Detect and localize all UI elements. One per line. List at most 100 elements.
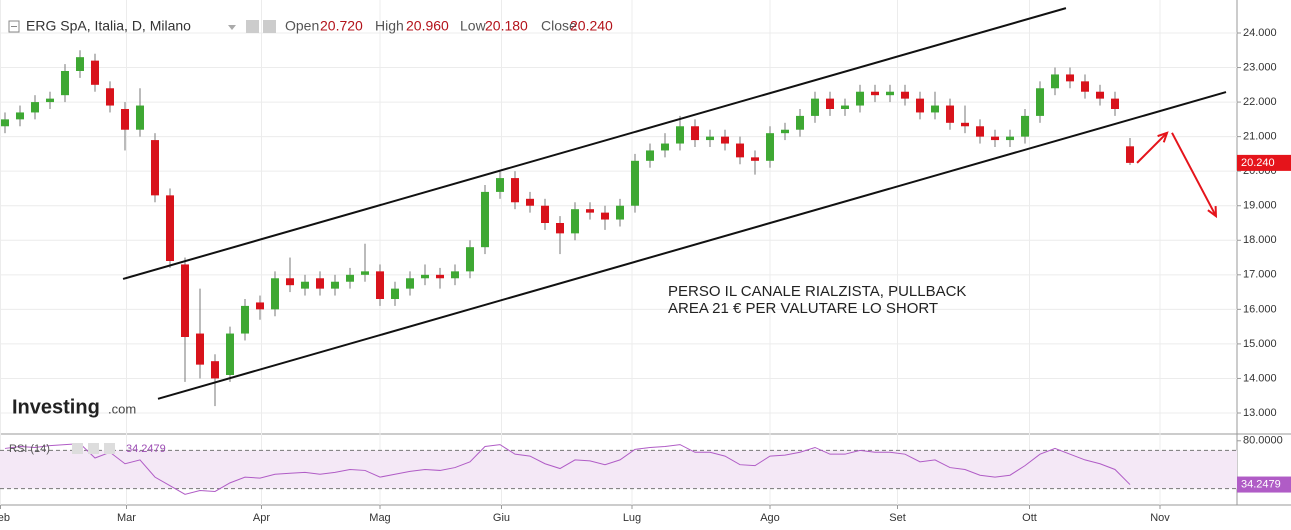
candle-body — [330, 281, 339, 289]
candle-body — [465, 247, 474, 272]
dropdown-arrow[interactable] — [228, 25, 236, 30]
marks-layer — [0, 50, 1135, 495]
candle-body — [300, 281, 309, 289]
candle-body — [510, 178, 519, 203]
candle-body — [661, 143, 670, 151]
candle-body — [540, 205, 549, 223]
candle-body — [225, 333, 234, 375]
candle-body — [555, 222, 564, 234]
header-stat-name: High — [375, 18, 404, 34]
candle-body — [976, 126, 985, 137]
candle-body — [766, 133, 775, 161]
candle-body — [180, 264, 189, 337]
candle-body — [105, 88, 114, 106]
candle-body — [165, 195, 174, 261]
x-tick-label: Lug — [623, 512, 641, 524]
header-stat-name: Close — [541, 18, 577, 34]
brand-logo-suffix: .com — [108, 401, 136, 416]
x-tick-label: Ago — [760, 512, 780, 524]
candle-body — [150, 140, 159, 196]
x-tick-label: Mag — [369, 512, 390, 524]
candle-body — [901, 91, 910, 99]
candle-body — [676, 126, 685, 144]
candle-body — [916, 98, 925, 113]
y-tick-label: 22.000 — [1243, 96, 1277, 108]
y-tick-label: 80.0000 — [1243, 435, 1283, 447]
y-tick-label: 24.000 — [1243, 27, 1277, 39]
x-tick-label: Feb — [0, 512, 10, 524]
x-tick-label: Set — [889, 512, 906, 524]
x-tick-label: Mar — [117, 512, 136, 524]
candle-body — [931, 105, 940, 113]
candle-body — [721, 136, 730, 144]
candle-body — [285, 278, 294, 286]
header-stat-value: 20.720 — [320, 18, 363, 34]
candle-body — [195, 333, 204, 365]
candle-body — [480, 191, 489, 248]
settings-icon[interactable] — [88, 443, 99, 454]
header-stat-name: Low — [460, 18, 487, 34]
candle-body — [450, 271, 459, 279]
candle-body — [240, 305, 249, 334]
close-icon[interactable] — [104, 443, 115, 454]
trend-line — [122, 7, 1067, 280]
rsi-legend: RSI (14) — [9, 443, 50, 455]
candle-body — [15, 112, 24, 120]
candle-body — [811, 98, 820, 116]
candle-body — [30, 102, 39, 113]
settings-icon[interactable] — [72, 443, 83, 454]
candle-body — [706, 136, 715, 141]
chart-title: ERG SpA, Italia, D, Milano — [26, 18, 191, 34]
candle-body — [796, 115, 805, 130]
y-tick-label: 23.000 — [1243, 61, 1277, 73]
candle-body — [841, 105, 850, 109]
front-layer: Open 20.720 High 20.960 Low 20.180 Close 20.240… — [0, 7, 1291, 524]
candle-body — [826, 98, 835, 109]
candle-body — [405, 278, 414, 289]
header-stat-name: Open — [285, 18, 319, 34]
candle-body — [646, 150, 655, 161]
rsi-legend-value: 34.2479 — [126, 443, 166, 455]
candle-body — [420, 274, 429, 279]
y-tick-label: 19.000 — [1243, 200, 1277, 212]
candle-body — [1126, 146, 1135, 163]
candle-body — [871, 91, 880, 96]
candle-body — [946, 105, 955, 123]
settings-icon[interactable] — [263, 20, 276, 33]
arrow — [1136, 132, 1168, 164]
settings-icon[interactable] — [246, 20, 259, 33]
last-price-label: 20.240 — [1241, 157, 1275, 169]
candle-body — [616, 205, 624, 220]
candle-body — [1081, 81, 1090, 92]
candle-body — [435, 274, 444, 279]
candle-body — [570, 209, 579, 234]
candle-body — [1036, 88, 1045, 116]
candle-body — [1111, 98, 1120, 109]
candle-body — [691, 126, 700, 141]
y-tick-label: 17.000 — [1243, 269, 1277, 281]
candle-body — [360, 271, 369, 275]
candle-body — [961, 122, 970, 127]
arrow-head — [1157, 131, 1169, 143]
x-tick-label: Giu — [493, 512, 510, 524]
rsi-band — [0, 450, 1237, 489]
candle-body — [736, 143, 745, 158]
candle-body — [751, 157, 760, 161]
header-stat-value: 20.180 — [485, 18, 528, 34]
candle-body — [856, 91, 865, 106]
brand-logo: Investing — [12, 396, 100, 418]
candle-body — [525, 198, 534, 206]
candle-body — [120, 108, 129, 130]
candle-body — [135, 105, 144, 130]
candle-body — [45, 98, 54, 103]
candle-body — [1066, 74, 1075, 82]
candle-body — [886, 91, 895, 96]
y-tick-label: 15.000 — [1243, 338, 1277, 350]
candle-body — [1021, 115, 1030, 137]
y-tick-label: 14.000 — [1243, 372, 1277, 384]
header-stat-value: 20.960 — [406, 18, 449, 34]
candle-body — [390, 288, 399, 299]
collapse-icon[interactable] — [8, 20, 20, 33]
candle-body — [255, 302, 264, 310]
